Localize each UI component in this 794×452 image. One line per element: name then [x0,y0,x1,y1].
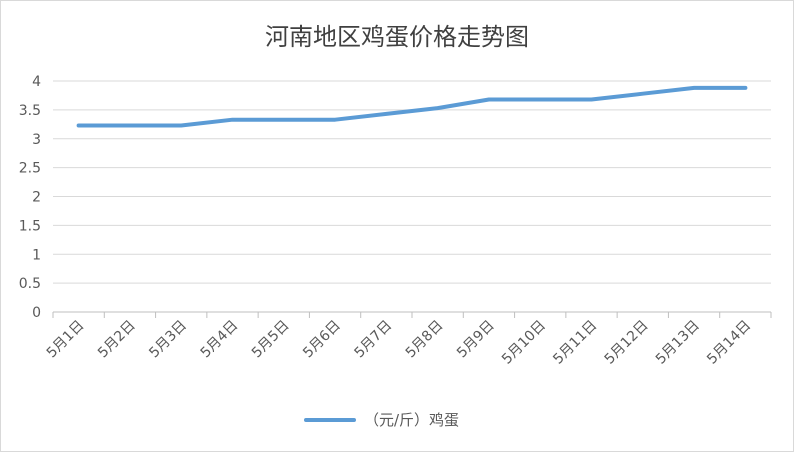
x-tick-label: 5月1日 [44,318,88,362]
x-tick-label: 5月3日 [146,318,190,362]
y-tick-label: 3.5 [19,103,41,119]
y-tick-label: 1.5 [19,218,41,234]
x-tick-label: 5月2日 [95,318,139,362]
gridlines [53,80,771,284]
x-tick-label: 5月14日 [704,318,754,368]
x-tick-label: 5月7日 [351,318,395,362]
x-axis-tick-labels: 5月1日 5月2日 5月3日 5月4日 5月5日 5月6日 5月7日 5月8日 5月9日 5月10… [44,318,754,368]
x-tick-label: 5月9日 [454,318,498,362]
y-axis-tick-labels: 0 0.5 1 1.5 2 2.5 3 3.5 4 [19,74,41,321]
y-tick-label: 2.5 [19,161,41,177]
y-tick-label: 2 [32,190,41,206]
chart-title: 河南地区鸡蛋价格走势图 [265,23,529,51]
legend-label-eggs: （元/斤）鸡蛋 [364,411,459,429]
x-tick-label: 5月10日 [499,318,549,368]
x-tick-label: 5月8日 [403,318,447,362]
y-tick-label: 4 [32,74,41,90]
y-tick-label: 1 [32,247,41,263]
series-line-eggs [76,85,748,128]
y-tick-label: 3 [32,132,41,148]
x-axis [52,311,772,318]
x-tick-label: 5月11日 [550,318,600,368]
legend: （元/斤）鸡蛋 [304,411,459,429]
series-layer [76,85,748,128]
x-tick-label: 5月6日 [300,318,344,362]
y-tick-label: 0.5 [19,276,41,292]
x-tick-label: 5月13日 [653,318,703,368]
x-tick-label: 5月5日 [249,318,293,362]
x-tick-label: 5月4日 [198,318,242,362]
x-tick-label: 5月12日 [602,318,652,368]
y-tick-label: 0 [32,305,41,321]
